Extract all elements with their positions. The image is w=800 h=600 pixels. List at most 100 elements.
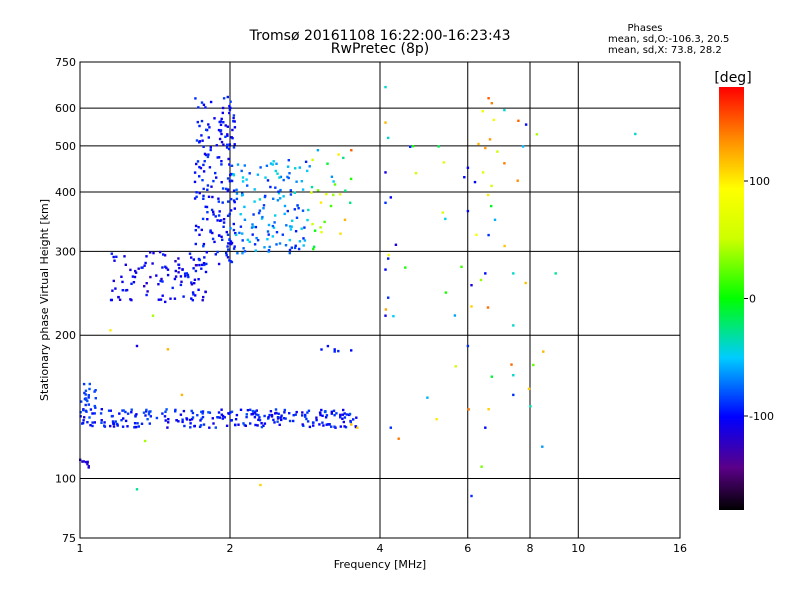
data-point [512,272,515,275]
data-point [414,172,418,175]
data-point [262,424,265,427]
data-point [295,216,299,219]
x-tick-label: 6 [464,542,471,555]
data-point [185,272,188,275]
data-point [323,220,326,224]
y-axis-label: Stationary phase Virtual Height [km] [38,199,51,401]
data-point [300,227,303,230]
data-point [266,230,270,233]
data-point [243,205,246,209]
data-point [103,424,106,427]
data-point [315,418,318,422]
data-point [225,230,228,234]
data-point [512,324,515,327]
data-point [178,266,181,270]
data-point [503,162,506,165]
data-point [355,416,358,419]
data-point [291,219,294,222]
colorbar [719,87,744,510]
data-point [84,393,87,396]
data-point [274,408,278,411]
data-point [342,408,345,412]
data-point [387,257,390,260]
data-point [284,417,287,420]
data-point [200,410,203,414]
data-point [337,153,340,156]
data-point [121,289,124,292]
data-point [387,296,390,299]
data-point [258,419,262,422]
data-point [324,416,328,419]
data-point [333,414,336,417]
data-point [181,420,184,424]
data-point [226,125,229,128]
data-point [222,121,225,124]
data-point [93,412,96,415]
data-point [94,389,97,392]
data-point [204,205,207,208]
data-point [517,119,520,122]
data-point [187,275,190,279]
data-point [182,409,186,413]
data-point [466,166,470,169]
data-point [356,426,359,429]
data-point [276,199,280,202]
data-point [244,424,247,427]
data-point [93,421,96,424]
data-point [220,160,223,163]
data-point [111,420,115,423]
data-point [241,252,244,255]
data-point [477,142,480,146]
data-point [316,149,320,152]
data-point [222,143,225,146]
data-point [228,259,231,262]
data-point [193,197,197,200]
data-point [272,418,275,422]
data-point [301,209,305,212]
data-point [198,425,202,428]
data-point [253,416,257,419]
data-point [329,204,333,208]
data-point [454,365,457,368]
data-point [221,111,224,115]
x-tick-label: 16 [673,542,687,555]
data-point [193,171,197,174]
data-point [252,213,255,216]
data-point [228,238,231,241]
data-point [229,173,232,177]
data-point [103,421,106,424]
data-point [211,231,214,235]
data-point [88,387,91,391]
y-tick-label: 500 [55,140,76,153]
data-point [280,414,283,417]
data-point [220,413,223,416]
data-point [145,282,148,285]
data-point [134,415,137,418]
data-point [129,298,132,301]
data-point [230,419,233,422]
data-point [232,116,235,120]
data-point [308,425,312,429]
data-point [493,218,497,221]
data-point [271,163,274,166]
data-point [143,264,146,267]
data-point [301,188,305,191]
data-point [304,413,307,417]
data-point [116,424,119,427]
data-point [208,411,212,414]
data-point [124,263,127,266]
data-point [330,410,333,413]
data-point [230,260,234,264]
data-point [241,193,244,196]
data-point [255,236,258,240]
data-point [260,425,264,429]
data-point [190,409,193,413]
y-tick-label: 75 [62,532,76,545]
data-point [233,200,236,204]
data-point [267,223,271,227]
data-point [277,412,280,415]
data-point [190,281,193,284]
data-point [83,416,86,419]
data-point [354,425,358,429]
data-point [198,124,201,128]
